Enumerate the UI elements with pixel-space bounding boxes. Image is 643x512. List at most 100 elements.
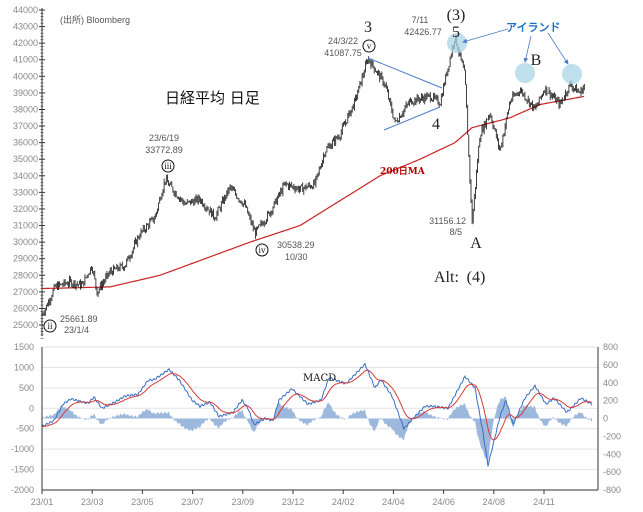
- macd-right-tick-label: -800: [603, 485, 621, 495]
- price-y-axis: 44000 43000 42000 41000 40000 39000 38000 37000…: [13, 5, 45, 339]
- price-tick-label: 39000: [13, 88, 38, 98]
- price-tick-label: 35000: [13, 154, 38, 164]
- signal-line: [41, 369, 593, 441]
- macd-x-tick-label: 24/11: [533, 497, 555, 507]
- island-arrow-1: [462, 28, 509, 44]
- wave-iii-circle: [161, 159, 175, 173]
- island-arrow-3: [547, 32, 569, 65]
- wave-v-date: 24/3/22: [328, 36, 358, 46]
- macd-left-tick-label: -500: [16, 424, 34, 434]
- wave-v-value: 41087.75: [324, 48, 362, 58]
- wave-iii-value: 33772.89: [145, 145, 183, 155]
- macd-left-tick-label: 0: [29, 403, 34, 413]
- peak-date: 7/11: [412, 15, 429, 25]
- macd-x-tick-label: 24/02: [332, 497, 355, 507]
- wave-v-circle: [362, 39, 376, 53]
- wave-v-mark: v: [367, 41, 372, 51]
- island-marker-1: [447, 33, 467, 53]
- price-tick-label: 40000: [13, 71, 38, 81]
- price-tick-label: 28000: [13, 270, 38, 280]
- macd-histogram-area: [42, 396, 592, 465]
- macd-x-tick-label: 23/01: [31, 497, 54, 507]
- wave-ii-value: 25661.89: [60, 314, 98, 324]
- wave-ii-mark: ii: [47, 321, 53, 331]
- island-arrow-2: [523, 35, 532, 63]
- ma-200-line: [42, 95, 585, 290]
- macd-right-tick-label: 200: [603, 396, 618, 406]
- island-label: アイランド: [506, 21, 560, 34]
- low-date: 8/5: [449, 227, 462, 237]
- chart-title: 日経平均 日足: [165, 89, 260, 107]
- macd-x-tick-label: 24/06: [432, 497, 455, 507]
- price-tick-label: 43000: [13, 22, 38, 32]
- macd-right-tick-label: 400: [603, 378, 618, 388]
- price-tick-label: 44000: [13, 5, 38, 15]
- peak-value: 42426.77: [404, 27, 442, 37]
- macd-x-tick-label: 23/09: [232, 497, 255, 507]
- macd-left-tick-label: 1500: [14, 342, 34, 352]
- macd-right-tick-label: 600: [603, 360, 618, 370]
- island-marker-2: [515, 63, 535, 83]
- wave-3-label: 3: [364, 19, 372, 36]
- ma-label: 200日MA: [380, 166, 426, 177]
- alt-label: Alt:: [434, 269, 459, 286]
- price-tick-label: 25000: [13, 320, 38, 330]
- macd-right-tick-label: -400: [603, 449, 621, 459]
- macd-title: MACD: [303, 373, 336, 384]
- price-tick-label: 27000: [13, 287, 38, 297]
- price-tick-label: 38000: [13, 104, 38, 114]
- wave-5-label: 5: [452, 24, 460, 41]
- price-tick-label: 33000: [13, 187, 38, 197]
- price-series: [41, 34, 585, 316]
- macd-left-tick-label: 500: [19, 383, 34, 393]
- wave-ii-date: 23/1/4: [64, 325, 89, 335]
- ma-200-path: [42, 95, 585, 290]
- macd-right-tick-label: 800: [603, 342, 618, 352]
- macd-right-tick-label: -600: [603, 467, 621, 477]
- alt-wave-4-label: (4): [467, 269, 486, 286]
- wave-ii-circle: [43, 319, 57, 333]
- macd-x-tick-label: 24/04: [382, 497, 405, 507]
- price-tick-label: 32000: [13, 204, 38, 214]
- wave-4-label: 4: [432, 116, 440, 133]
- macd-x-tick-label: 23/12: [282, 497, 305, 507]
- macd-histogram: [42, 396, 592, 465]
- macd-right-tick-label: 0: [603, 414, 608, 424]
- low-value: 31156.12: [429, 216, 466, 226]
- wave-A-label: A: [470, 235, 482, 252]
- island-marker-3: [562, 64, 582, 84]
- price-tick-label: 30000: [13, 237, 38, 247]
- macd-x-tick-label: 23/07: [181, 497, 204, 507]
- macd-left-tick-label: -1000: [11, 444, 34, 454]
- triangle-lower-line: [383, 106, 441, 131]
- price-tick-label: 37000: [13, 121, 38, 131]
- wave-3-degree-label: (3): [447, 7, 466, 24]
- macd-right-tick-label: -200: [603, 431, 621, 441]
- source-label: (出所) Bloomberg: [60, 14, 130, 25]
- wave-iii-mark: iii: [164, 161, 172, 171]
- macd-lines: [41, 362, 593, 467]
- macd-left-tick-label: 1000: [14, 362, 34, 372]
- wave-iv-value: 30538.29: [277, 240, 315, 250]
- price-tick-label: 36000: [13, 138, 38, 148]
- wave-iv-mark: iv: [258, 245, 266, 255]
- price-tick-label: 42000: [13, 38, 38, 48]
- macd-axes: 150010005000-500-1000-1500-2000800600400…: [11, 342, 621, 507]
- macd-x-tick-label: 23/03: [81, 497, 104, 507]
- wave-iv-date: 10/30: [285, 252, 308, 262]
- macd-x-tick-label: 23/05: [131, 497, 154, 507]
- price-tick-label: 31000: [13, 221, 38, 231]
- wave-iv-circle: [255, 243, 269, 257]
- macd-left-tick-label: -2000: [11, 485, 34, 495]
- triangle-upper-line: [367, 57, 443, 89]
- price-tick-label: 26000: [13, 303, 38, 313]
- wave-iii-date: 23/6/19: [149, 133, 179, 143]
- price-tick-label: 41000: [13, 55, 38, 65]
- price-tick-label: 34000: [13, 171, 38, 181]
- wave-B-label: B: [531, 52, 542, 69]
- macd-x-tick-label: 24/08: [483, 497, 506, 507]
- macd-left-tick-label: -1500: [11, 465, 34, 475]
- price-tick-label: 29000: [13, 254, 38, 264]
